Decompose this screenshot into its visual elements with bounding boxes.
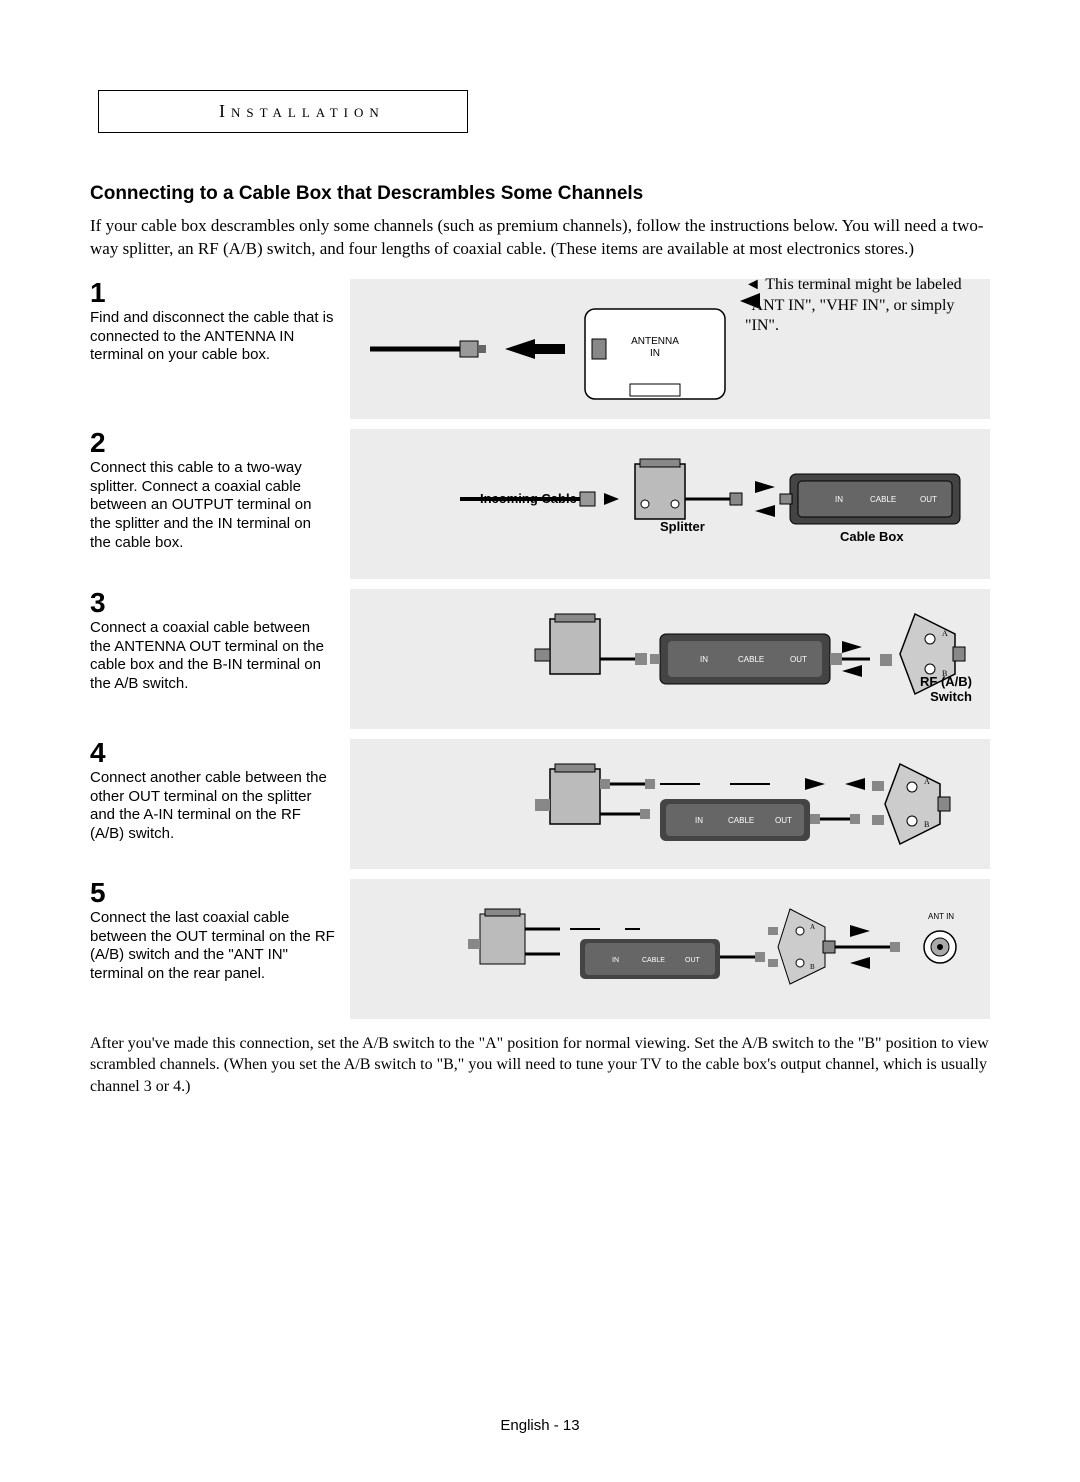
step-1-diagram: ANTENNA IN ◄ This terminal might be labe… bbox=[350, 279, 990, 419]
step-3: 3 Connect a coaxial cable between the AN… bbox=[90, 589, 990, 729]
step-5-text-block: 5 Connect the last coaxial cable between… bbox=[90, 879, 350, 1019]
step-3-text-block: 3 Connect a coaxial cable between the AN… bbox=[90, 589, 350, 729]
svg-text:IN: IN bbox=[700, 655, 708, 664]
svg-text:ANT IN: ANT IN bbox=[928, 912, 954, 921]
svg-text:A: A bbox=[924, 777, 930, 786]
diagram-5-svg: IN CABLE OUT A B ANT IN bbox=[360, 889, 980, 1009]
step-5-number: 5 bbox=[90, 879, 335, 907]
step-3-instruction: Connect a coaxial cable between the ANTE… bbox=[90, 619, 335, 694]
step-3-number: 3 bbox=[90, 589, 335, 617]
step-5: 5 Connect the last coaxial cable between… bbox=[90, 879, 990, 1019]
step-2-diagram: IN CABLE OUT Incoming Cable Splitter Cab… bbox=[350, 429, 990, 579]
step-2-instruction: Connect this cable to a two-way splitter… bbox=[90, 459, 335, 553]
cablebox-label: Cable Box bbox=[840, 529, 904, 544]
step-4-text-block: 4 Connect another cable between the othe… bbox=[90, 739, 350, 869]
step-5-instruction: Connect the last coaxial cable between t… bbox=[90, 909, 335, 984]
svg-text:OUT: OUT bbox=[775, 816, 792, 825]
step-2: 2 Connect this cable to a two-way splitt… bbox=[90, 429, 990, 579]
svg-text:IN: IN bbox=[650, 348, 660, 359]
svg-text:ANTENNA: ANTENNA bbox=[631, 336, 679, 347]
svg-text:OUT: OUT bbox=[685, 957, 701, 964]
intro-paragraph: If your cable box descrambles only some … bbox=[90, 215, 990, 261]
step-1-number: 1 bbox=[90, 279, 335, 307]
svg-text:IN: IN bbox=[835, 495, 843, 504]
rf-switch-label: RF (A/B) Switch bbox=[920, 674, 972, 704]
step-4-diagram: IN CABLE OUT A B bbox=[350, 739, 990, 869]
step-1-instruction: Find and disconnect the cable that is co… bbox=[90, 309, 335, 365]
svg-text:CABLE: CABLE bbox=[870, 495, 896, 504]
svg-text:CABLE: CABLE bbox=[642, 957, 665, 964]
step-1: 1 Find and disconnect the cable that is … bbox=[90, 279, 990, 419]
svg-text:B: B bbox=[810, 963, 815, 971]
diagram-3-svg: IN CABLE OUT A B bbox=[360, 599, 980, 719]
incoming-cable-label: Incoming Cable bbox=[480, 491, 577, 506]
page-number: English - 13 bbox=[0, 1417, 1080, 1434]
diagram-4-svg: IN CABLE OUT A B bbox=[360, 749, 980, 859]
svg-text:A: A bbox=[810, 923, 815, 931]
footer-paragraph: After you've made this connection, set t… bbox=[90, 1033, 990, 1098]
svg-text:OUT: OUT bbox=[790, 655, 807, 664]
step-3-diagram: IN CABLE OUT A B RF (A/B) Switch bbox=[350, 589, 990, 729]
step-1-text-block: 1 Find and disconnect the cable that is … bbox=[90, 279, 350, 419]
splitter-label: Splitter bbox=[660, 519, 705, 534]
step-5-diagram: IN CABLE OUT A B ANT IN bbox=[350, 879, 990, 1019]
svg-text:IN: IN bbox=[695, 816, 703, 825]
svg-text:CABLE: CABLE bbox=[728, 816, 754, 825]
step-4: 4 Connect another cable between the othe… bbox=[90, 739, 990, 869]
diagram-2-svg: IN CABLE OUT bbox=[360, 439, 980, 569]
svg-text:IN: IN bbox=[612, 957, 619, 964]
step-4-number: 4 bbox=[90, 739, 335, 767]
svg-text:CABLE: CABLE bbox=[738, 655, 764, 664]
svg-text:A: A bbox=[942, 629, 948, 638]
step-2-number: 2 bbox=[90, 429, 335, 457]
step-1-note-text: This terminal might be labeled "ANT IN",… bbox=[745, 276, 962, 335]
svg-text:B: B bbox=[924, 820, 929, 829]
page-title: Connecting to a Cable Box that Descrambl… bbox=[90, 183, 990, 205]
step-4-instruction: Connect another cable between the other … bbox=[90, 769, 335, 844]
section-header-text: Installation bbox=[219, 101, 385, 121]
step-2-text-block: 2 Connect this cable to a two-way splitt… bbox=[90, 429, 350, 579]
svg-text:OUT: OUT bbox=[920, 495, 937, 504]
section-header-box: Installation bbox=[98, 90, 468, 133]
step-1-note: ◄ This terminal might be labeled "ANT IN… bbox=[745, 275, 970, 337]
